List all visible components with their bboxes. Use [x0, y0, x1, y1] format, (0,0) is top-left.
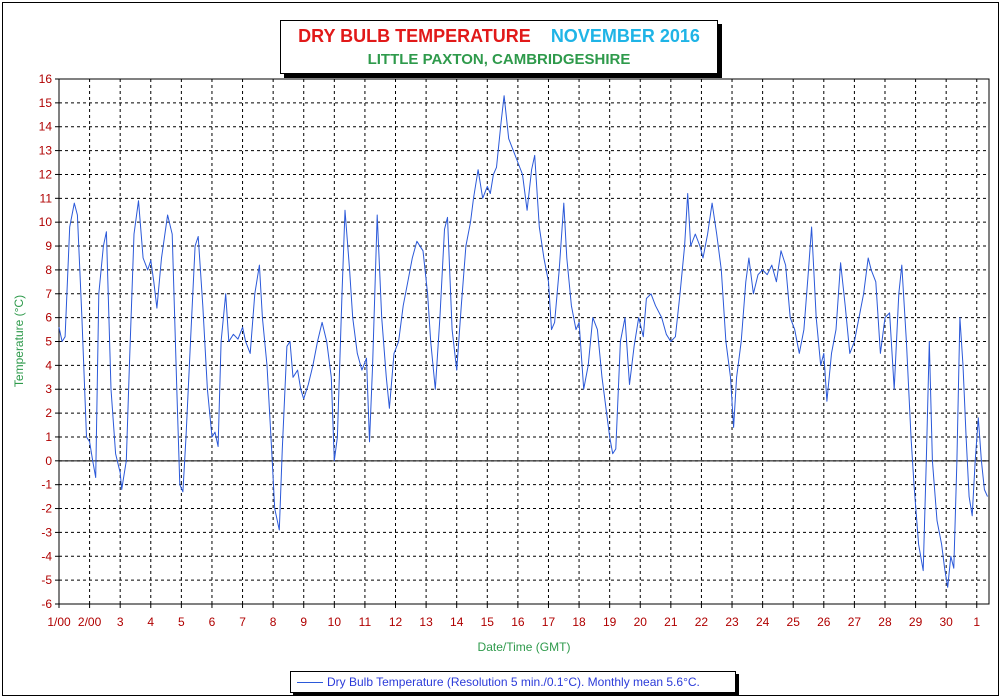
y-tick-label: 1	[45, 430, 52, 444]
legend-swatch	[297, 682, 323, 683]
y-tick-label: 5	[45, 335, 52, 349]
x-tick-label: 1	[973, 615, 980, 629]
y-tick-label: 12	[39, 167, 53, 181]
x-tick-label: 7	[239, 615, 246, 629]
x-tick-label: 20	[634, 615, 648, 629]
series-line-dry-bulb-temperature	[58, 95, 988, 588]
y-tick-label: 0	[45, 454, 52, 468]
x-tick-label: 1/00	[47, 615, 71, 629]
x-tick-label: 3	[117, 615, 124, 629]
series-layer	[58, 95, 988, 588]
x-tick-label: 21	[664, 615, 678, 629]
x-tick-label: 6	[209, 615, 216, 629]
x-tick-label: 24	[756, 615, 770, 629]
chart-title-box: DRY BULB TEMPERATURE NOVEMBER 2016 LITTL…	[280, 20, 718, 74]
x-tick-label: 23	[725, 615, 739, 629]
x-axis-label: Date/Time (GMT)	[478, 640, 571, 654]
x-tick-label: 18	[572, 615, 586, 629]
y-tick-label: -2	[41, 502, 52, 516]
y-tick-label: 10	[39, 215, 53, 229]
y-tick-label: 4	[45, 358, 52, 372]
x-tick-label: 16	[511, 615, 525, 629]
y-tick-label: 3	[45, 382, 52, 396]
y-tick-label: 14	[39, 120, 53, 134]
y-tick-label: 8	[45, 263, 52, 277]
y-tick-label: 2	[45, 406, 52, 420]
legend: Dry Bulb Temperature (Resolution 5 min./…	[290, 671, 736, 693]
y-tick-label: 6	[45, 311, 52, 325]
title-main: DRY BULB TEMPERATURE	[298, 26, 531, 46]
y-tick-label: 9	[45, 239, 52, 253]
x-tick-label: 15	[481, 615, 495, 629]
x-tick-label: 4	[147, 615, 154, 629]
y-tick-label: 15	[39, 96, 53, 110]
y-tick-label: -4	[41, 549, 52, 563]
x-tick-label: 11	[359, 615, 372, 629]
x-tick-label: 25	[787, 615, 801, 629]
x-tick-label: 30	[939, 615, 953, 629]
x-tick-label: 29	[909, 615, 923, 629]
x-tick-label: 10	[328, 615, 342, 629]
title-month: NOVEMBER 2016	[550, 26, 700, 46]
x-tick-label: 9	[300, 615, 307, 629]
x-tick-label: 12	[389, 615, 403, 629]
y-tick-label: -6	[41, 597, 52, 611]
x-tick-label: 5	[178, 615, 185, 629]
x-axis-ticks: 1/00 2/00 3 4 5 6 7 8 9 10 11 12 13 14 15 16 17 18 19 20 21 2…	[47, 604, 980, 629]
x-tick-label: 14	[450, 615, 464, 629]
x-tick-label: 19	[603, 615, 617, 629]
y-axis-label: Temperature (°C)	[12, 295, 26, 387]
y-tick-label: -5	[41, 573, 52, 587]
chart-title: DRY BULB TEMPERATURE NOVEMBER 2016	[281, 26, 717, 47]
x-tick-label: 2/00	[78, 615, 102, 629]
x-tick-label: 17	[542, 615, 556, 629]
x-tick-label: 28	[878, 615, 892, 629]
y-tick-label: 11	[40, 191, 53, 205]
x-tick-label: 22	[695, 615, 709, 629]
grid-lines	[59, 79, 989, 604]
x-tick-label: 27	[848, 615, 862, 629]
y-tick-label: 16	[39, 72, 53, 86]
x-tick-label: 13	[419, 615, 433, 629]
legend-label: Dry Bulb Temperature (Resolution 5 min./…	[327, 675, 700, 689]
x-tick-label: 26	[817, 615, 831, 629]
x-tick-label: 8	[270, 615, 277, 629]
y-tick-label: 7	[45, 287, 52, 301]
chart-subtitle: LITTLE PAXTON, CAMBRIDGESHIRE	[367, 51, 631, 68]
y-tick-label: -3	[41, 525, 52, 539]
y-tick-label: 13	[39, 144, 53, 158]
y-tick-label: -1	[41, 478, 52, 492]
